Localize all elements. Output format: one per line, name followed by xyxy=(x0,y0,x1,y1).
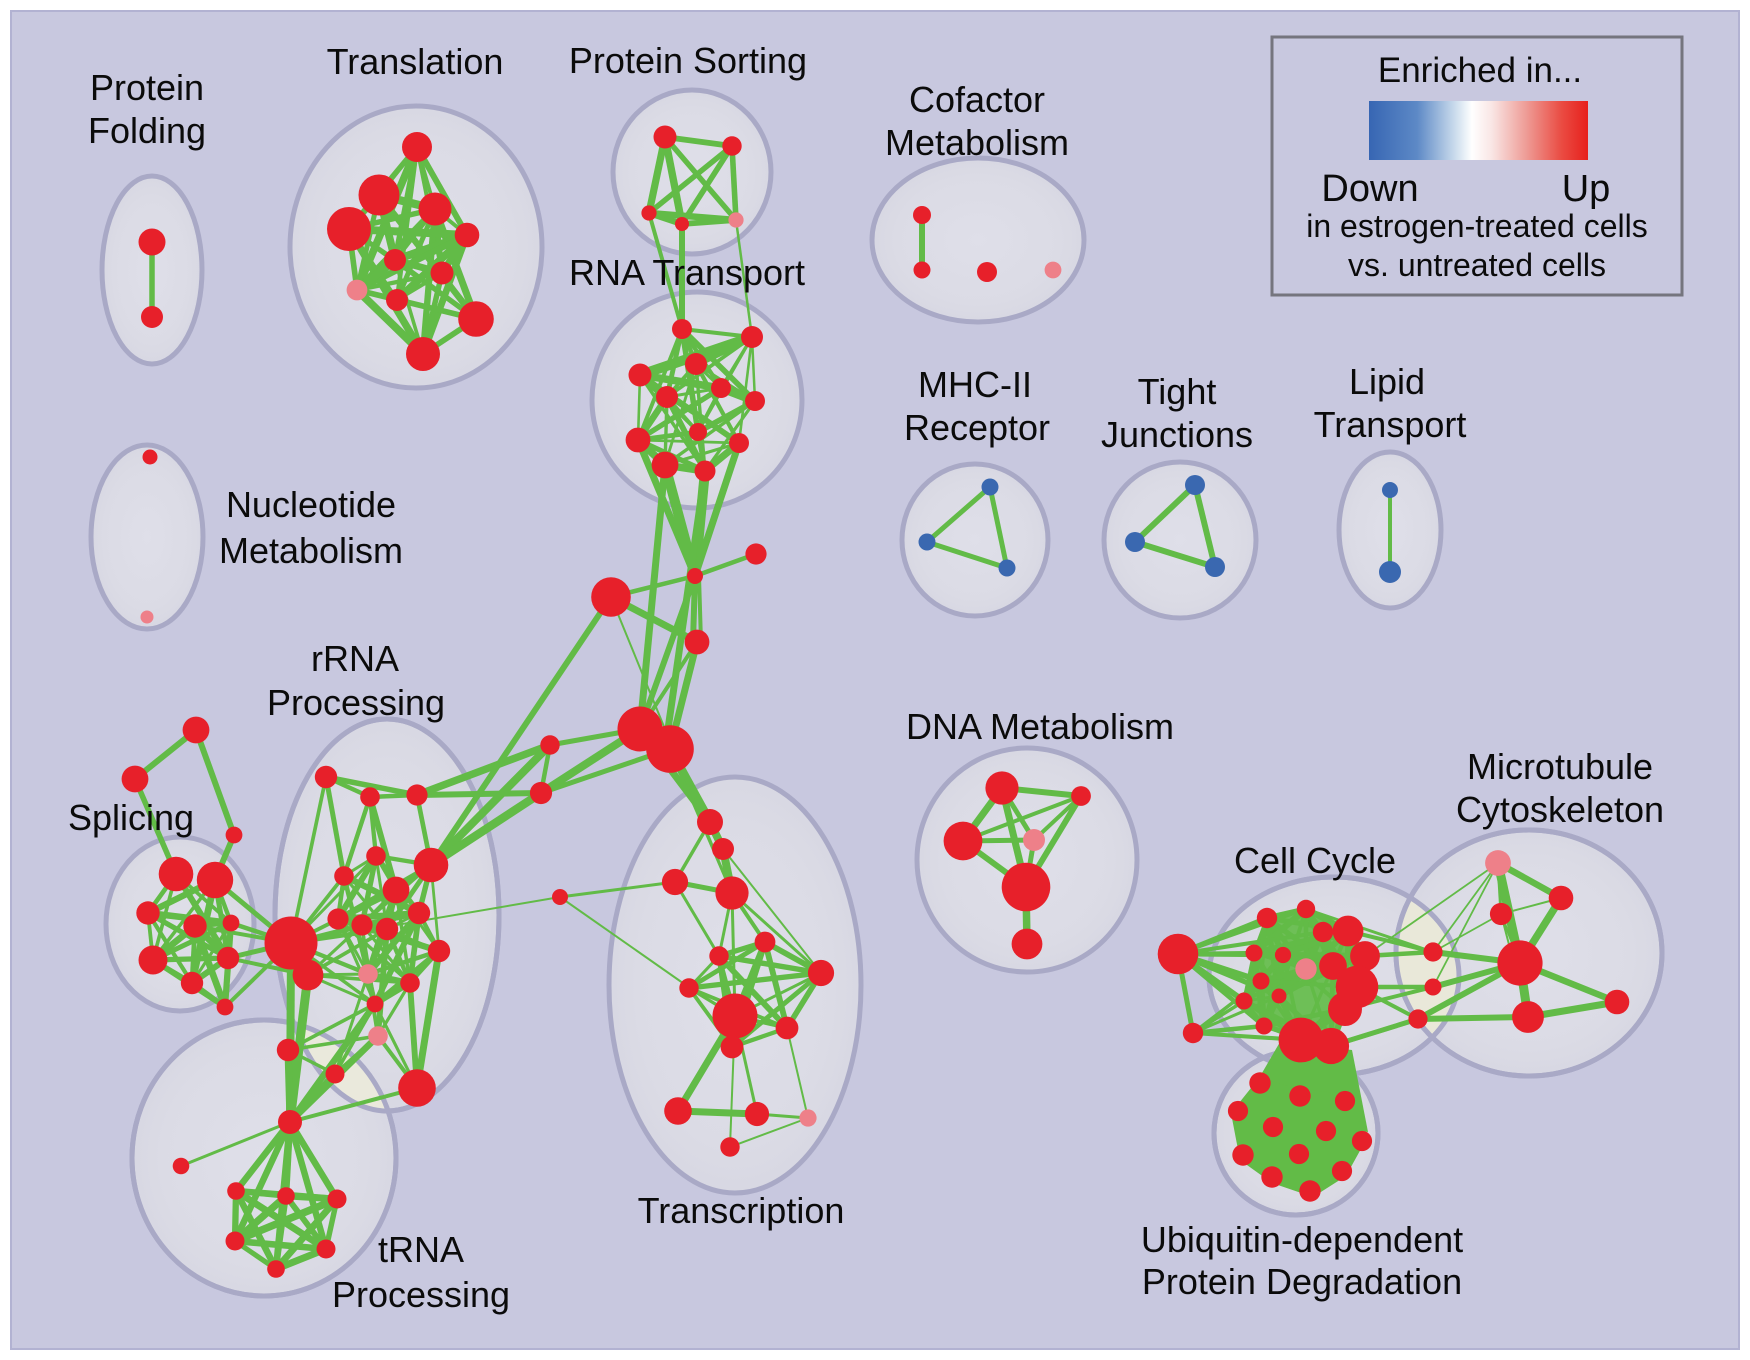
svg-text:RNA Transport: RNA Transport xyxy=(569,252,805,293)
svg-text:Cell Cycle: Cell Cycle xyxy=(1234,840,1396,881)
svg-text:Processing: Processing xyxy=(267,682,445,723)
svg-text:vs. untreated cells: vs. untreated cells xyxy=(1348,247,1606,283)
svg-text:MHC-II: MHC-II xyxy=(918,364,1032,405)
svg-text:Up: Up xyxy=(1562,168,1611,210)
svg-text:Processing: Processing xyxy=(332,1274,510,1315)
svg-text:Splicing: Splicing xyxy=(68,797,194,838)
svg-text:Transport: Transport xyxy=(1314,404,1467,445)
svg-text:Ubiquitin-dependent: Ubiquitin-dependent xyxy=(1141,1219,1463,1260)
svg-text:Junctions: Junctions xyxy=(1101,414,1253,455)
svg-text:Nucleotide: Nucleotide xyxy=(226,484,396,525)
svg-text:Lipid: Lipid xyxy=(1349,361,1425,402)
svg-text:Metabolism: Metabolism xyxy=(885,122,1069,163)
svg-text:tRNA: tRNA xyxy=(378,1229,464,1270)
svg-text:Down: Down xyxy=(1321,168,1418,210)
svg-text:Protein: Protein xyxy=(90,67,204,108)
svg-text:Metabolism: Metabolism xyxy=(219,530,403,571)
svg-text:DNA Metabolism: DNA Metabolism xyxy=(906,706,1174,747)
svg-text:Cofactor: Cofactor xyxy=(909,79,1045,120)
svg-text:Transcription: Transcription xyxy=(638,1190,845,1231)
svg-text:Translation: Translation xyxy=(327,41,504,82)
svg-text:in estrogen-treated cells: in estrogen-treated cells xyxy=(1306,208,1648,244)
svg-text:Tight: Tight xyxy=(1138,371,1217,412)
svg-text:Protein Sorting: Protein Sorting xyxy=(569,40,807,81)
svg-text:Microtubule: Microtubule xyxy=(1467,746,1653,787)
svg-text:Folding: Folding xyxy=(88,110,206,151)
svg-text:Enriched in...: Enriched in... xyxy=(1378,51,1582,90)
svg-text:Protein Degradation: Protein Degradation xyxy=(1142,1261,1462,1302)
svg-text:Cytoskeleton: Cytoskeleton xyxy=(1456,789,1664,830)
svg-text:Receptor: Receptor xyxy=(904,407,1050,448)
svg-text:rRNA: rRNA xyxy=(311,638,399,679)
